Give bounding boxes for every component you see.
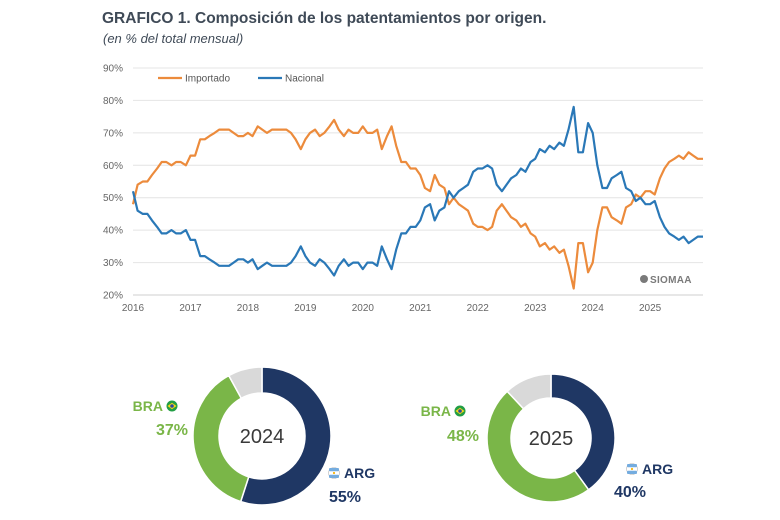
x-tick-label: 2017 xyxy=(179,303,202,314)
x-tick-label: 2021 xyxy=(409,303,432,314)
chart-subtitle: (en % del total mensual) xyxy=(103,31,244,46)
legend-label-nacional: Nacional xyxy=(285,74,324,85)
donut-label-bra: BRA xyxy=(133,398,163,414)
donut-value-arg: 40% xyxy=(614,484,646,501)
donut-slice-arg xyxy=(550,373,616,491)
x-tick-label: 2024 xyxy=(582,303,605,314)
donut-value-bra: 37% xyxy=(156,422,188,439)
donut-label-arg: ARG xyxy=(344,465,375,481)
donut-slice-other xyxy=(506,373,552,410)
line-chart: 20%30%40%50%60%70%80%90% 2016 2017 2018 201… xyxy=(103,64,703,314)
x-axis-ticks: 2016 2017 2018 2019 2020 2021 2022 2023 2024 2025 xyxy=(122,303,662,314)
donut-label-arg: ARG xyxy=(642,461,673,477)
x-tick-label: 2020 xyxy=(352,303,375,314)
series-lines xyxy=(131,105,703,290)
x-tick-label: 2025 xyxy=(639,303,662,314)
y-tick-label: 80% xyxy=(103,96,123,107)
donut-slice-bra xyxy=(486,390,590,503)
y-tick-label: 40% xyxy=(103,226,123,237)
chart-title: GRAFICO 1. Composición de los patentamie… xyxy=(102,10,547,27)
donut-slice-other xyxy=(227,366,263,400)
y-tick-label: 60% xyxy=(103,161,123,172)
watermark-text: SIOMAA xyxy=(650,275,692,286)
donut-slice-bra xyxy=(192,374,250,503)
donut-value-bra: 48% xyxy=(447,428,479,445)
x-tick-label: 2018 xyxy=(237,303,260,314)
y-tick-label: 70% xyxy=(103,128,123,139)
y-tick-label: 20% xyxy=(103,291,123,302)
brazil-flag-icon xyxy=(166,400,178,412)
gridlines xyxy=(133,67,703,296)
donut-label-bra: BRA xyxy=(421,403,451,419)
series-line-nacional xyxy=(131,105,703,277)
legend-label-importado: Importado xyxy=(185,74,230,85)
y-tick-label: 90% xyxy=(103,64,123,75)
y-axis-ticks: 20% 30% 40% 50% 60% 70% 80% 90% xyxy=(103,64,123,302)
brazil-flag-icon xyxy=(454,405,466,417)
x-tick-label: 2016 xyxy=(122,303,145,314)
donut-center-year: 2025 xyxy=(529,428,574,450)
x-tick-label: 2022 xyxy=(467,303,490,314)
argentina-flag-icon xyxy=(626,463,638,475)
argentina-flag-icon xyxy=(328,467,340,479)
y-tick-label: 50% xyxy=(103,193,123,204)
donut-chart-2025: 2025 BRA 48% ARG 40% xyxy=(421,373,673,503)
y-tick-label: 30% xyxy=(103,258,123,269)
donut-slice-arg xyxy=(239,366,332,506)
x-tick-label: 2019 xyxy=(294,303,317,314)
donut-value-arg: 55% xyxy=(329,489,361,506)
donut-center-year: 2024 xyxy=(240,426,285,448)
series-line-importado xyxy=(131,118,703,290)
donut-chart-2024: 2024 BRA 37% ARG 55% xyxy=(133,366,375,506)
x-tick-label: 2023 xyxy=(524,303,547,314)
watermark: SIOMAA xyxy=(640,275,692,286)
watermark-icon xyxy=(640,275,648,283)
legend: Importado Nacional xyxy=(158,74,324,85)
